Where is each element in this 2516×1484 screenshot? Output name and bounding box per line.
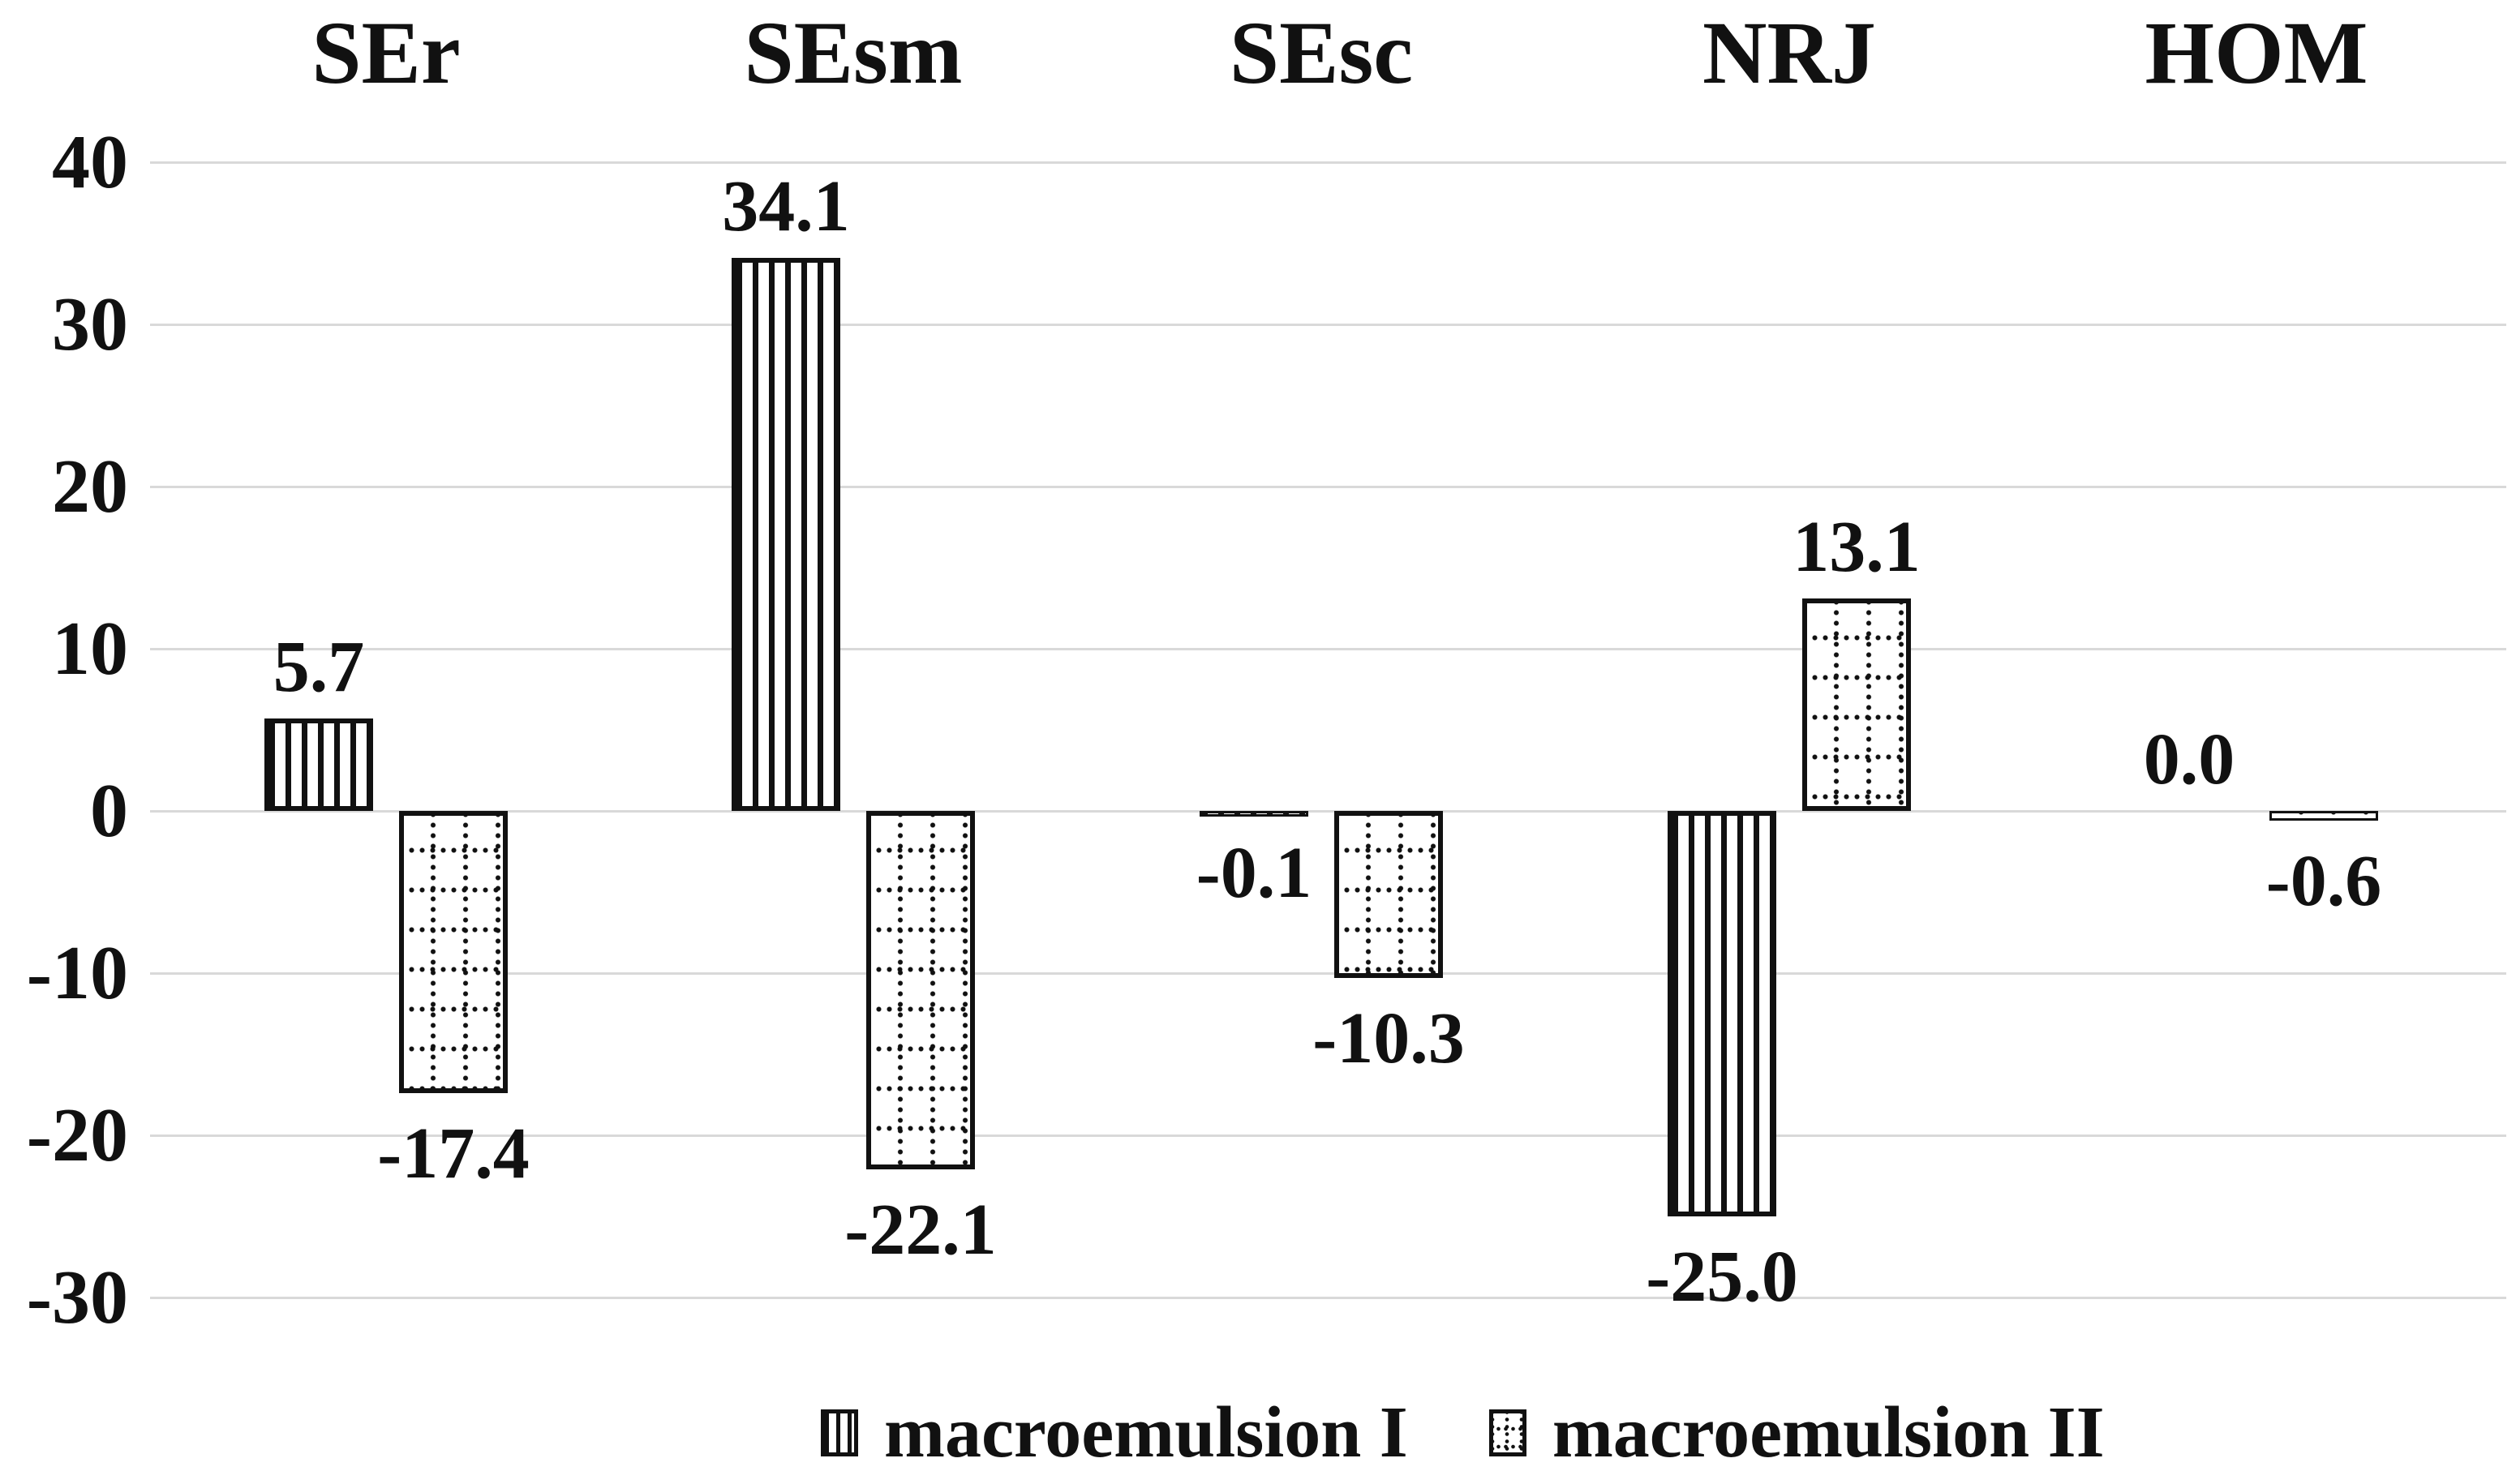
category-title-SEsc: SEsc bbox=[1229, 3, 1414, 102]
legend-item-macroemulsion-2: macroemulsion II bbox=[1488, 1392, 2105, 1473]
y-axis-tick-label: 0 bbox=[90, 769, 128, 853]
legend: macroemulsion I macroemulsion II bbox=[821, 1396, 2105, 1469]
vertical-stripes-swatch-icon bbox=[821, 1409, 858, 1456]
bar-macroemulsion-I-SEr bbox=[264, 718, 373, 811]
y-axis-tick-label: -30 bbox=[26, 1255, 128, 1340]
category-title-NRJ: NRJ bbox=[1702, 3, 1876, 102]
gridline bbox=[150, 1134, 2506, 1137]
bar-macroemulsion-II-SEsc bbox=[1334, 811, 1443, 978]
value-label-macroemulsion-II-SEsc: -10.3 bbox=[1312, 998, 1465, 1079]
gridline bbox=[150, 972, 2506, 975]
gridline bbox=[150, 1297, 2506, 1299]
bar-macroemulsion-II-HOM bbox=[2269, 811, 2378, 821]
y-axis-tick-label: 20 bbox=[52, 444, 128, 529]
gridline bbox=[150, 810, 2506, 813]
bar-macroemulsion-II-NRJ bbox=[1802, 598, 1911, 811]
gridline bbox=[150, 486, 2506, 488]
y-axis-tick-label: 10 bbox=[52, 607, 128, 691]
y-axis-tick-label: -10 bbox=[26, 931, 128, 1015]
category-title-HOM: HOM bbox=[2145, 3, 2368, 102]
y-axis-tick-label: 40 bbox=[52, 120, 128, 204]
value-label-macroemulsion-I-SEsm: 34.1 bbox=[722, 166, 850, 247]
value-label-macroemulsion-I-HOM: 0.0 bbox=[2143, 719, 2235, 800]
gridline bbox=[150, 161, 2506, 164]
value-label-macroemulsion-I-SEr: 5.7 bbox=[273, 627, 365, 707]
bar-macroemulsion-II-SEsm bbox=[866, 811, 975, 1169]
y-axis-tick-label: -20 bbox=[26, 1093, 128, 1177]
category-title-SEr: SEr bbox=[311, 3, 461, 102]
gridline bbox=[150, 324, 2506, 326]
y-axis-tick-label: 30 bbox=[52, 282, 128, 367]
legend-label: macroemulsion II bbox=[1552, 1392, 2105, 1473]
bar-macroemulsion-I-SEsm bbox=[732, 258, 840, 811]
bar-macroemulsion-II-SEr bbox=[399, 811, 508, 1093]
bar-macroemulsion-I-SEsc bbox=[1200, 811, 1308, 817]
value-label-macroemulsion-II-HOM: -0.6 bbox=[2265, 841, 2382, 921]
dotted-grid-swatch-icon bbox=[1488, 1409, 1526, 1456]
value-label-macroemulsion-I-SEsc: -0.1 bbox=[1196, 833, 1312, 913]
gridline bbox=[150, 648, 2506, 650]
value-label-macroemulsion-II-SEr: -17.4 bbox=[377, 1113, 530, 1194]
category-title-SEsm: SEsm bbox=[744, 3, 963, 102]
value-label-macroemulsion-I-NRJ: -25.0 bbox=[1646, 1237, 1798, 1317]
legend-item-macroemulsion-1: macroemulsion I bbox=[821, 1396, 1408, 1469]
value-label-macroemulsion-II-SEsm: -22.1 bbox=[844, 1190, 997, 1270]
legend-label: macroemulsion I bbox=[884, 1392, 1408, 1473]
bar-macroemulsion-I-NRJ bbox=[1668, 811, 1776, 1216]
value-label-macroemulsion-II-NRJ: 13.1 bbox=[1793, 507, 1921, 587]
